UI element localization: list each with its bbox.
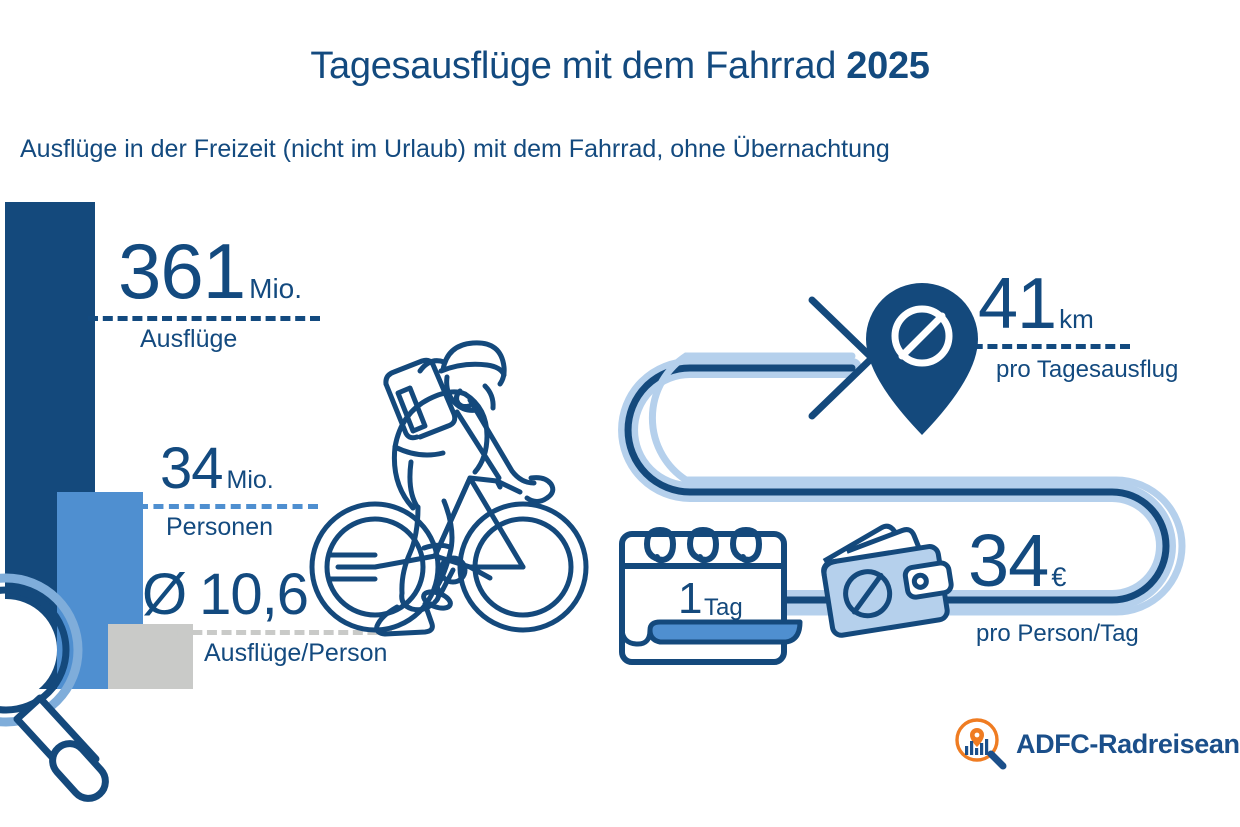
stat-personen: 34 Mio. Personen bbox=[138, 440, 318, 542]
route-arrow-icon bbox=[808, 296, 876, 420]
calendar-icon bbox=[619, 526, 803, 665]
stat-distanz: 41 km pro Tagesausflug bbox=[958, 268, 1179, 384]
adfc-logo-text: ADFC-Radreiseanalyse bbox=[1016, 728, 1240, 759]
stat-pro-person-caption: Ausflüge/Person bbox=[204, 639, 388, 667]
adfc-magnifier-logo-icon bbox=[955, 718, 1007, 770]
map-pin-icon bbox=[866, 283, 978, 435]
stat-ausgaben-value-row: 34 € bbox=[968, 524, 1139, 598]
stat-ausfluege-number: 361 bbox=[118, 227, 246, 315]
stat-pro-person-value-row: Ø 10,6 bbox=[142, 566, 392, 624]
page-title-main: Tagesausflüge mit dem Fahrrad bbox=[310, 45, 847, 87]
stat-ausfluege-unit: Mio. bbox=[249, 273, 303, 304]
adfc-logo[interactable]: ADFC-Radreiseanalyse bbox=[952, 716, 1240, 772]
stat-ausgaben-number: 34 bbox=[968, 519, 1049, 602]
page-title-year: 2025 bbox=[846, 45, 930, 87]
stat-personen-dashed-rule bbox=[138, 504, 318, 509]
stat-pro-person-number: 10,6 bbox=[199, 562, 309, 627]
stat-ausfluege-pro-person: Ø 10,6 Ausflüge/Person bbox=[134, 566, 392, 668]
stat-ausgaben-caption: pro Person/Tag bbox=[976, 620, 1139, 647]
stat-personen-value-row: 34 Mio. bbox=[160, 440, 318, 498]
stat-ausgaben-unit: € bbox=[1051, 562, 1067, 592]
stat-personen-number: 34 bbox=[160, 436, 224, 501]
stat-ausfluege-dashed-rule bbox=[88, 316, 320, 321]
stat-distanz-value-row: 41 km bbox=[978, 268, 1178, 340]
stat-ausfluege-caption: Ausflüge bbox=[140, 325, 238, 353]
stat-personen-caption: Personen bbox=[166, 513, 274, 541]
average-symbol-icon: Ø bbox=[142, 562, 188, 627]
stat-pro-person-dashed-rule bbox=[134, 630, 392, 635]
stat-ausgaben: 34 € pro Person/Tag bbox=[968, 524, 1139, 648]
stat-ausfluege-value-row: 361 Mio. bbox=[118, 232, 320, 310]
page-subtitle: Ausflüge in der Freizeit (nicht im Urlau… bbox=[20, 135, 890, 163]
stat-personen-unit: Mio. bbox=[226, 466, 274, 494]
stat-distanz-dashed-rule bbox=[958, 344, 1130, 349]
calendar-day-number: 1 bbox=[678, 574, 702, 623]
stat-distanz-number: 41 bbox=[978, 264, 1057, 344]
wallet-icon bbox=[821, 523, 954, 638]
stat-ausfluege: 361 Mio. Ausflüge bbox=[88, 232, 320, 354]
stat-distanz-caption: pro Tagesausflug bbox=[996, 356, 1179, 383]
page-title: Tagesausflüge mit dem Fahrrad 2025 bbox=[0, 45, 1240, 88]
calendar-day-unit: Tag bbox=[704, 594, 743, 621]
stat-distanz-unit: km bbox=[1059, 304, 1094, 334]
